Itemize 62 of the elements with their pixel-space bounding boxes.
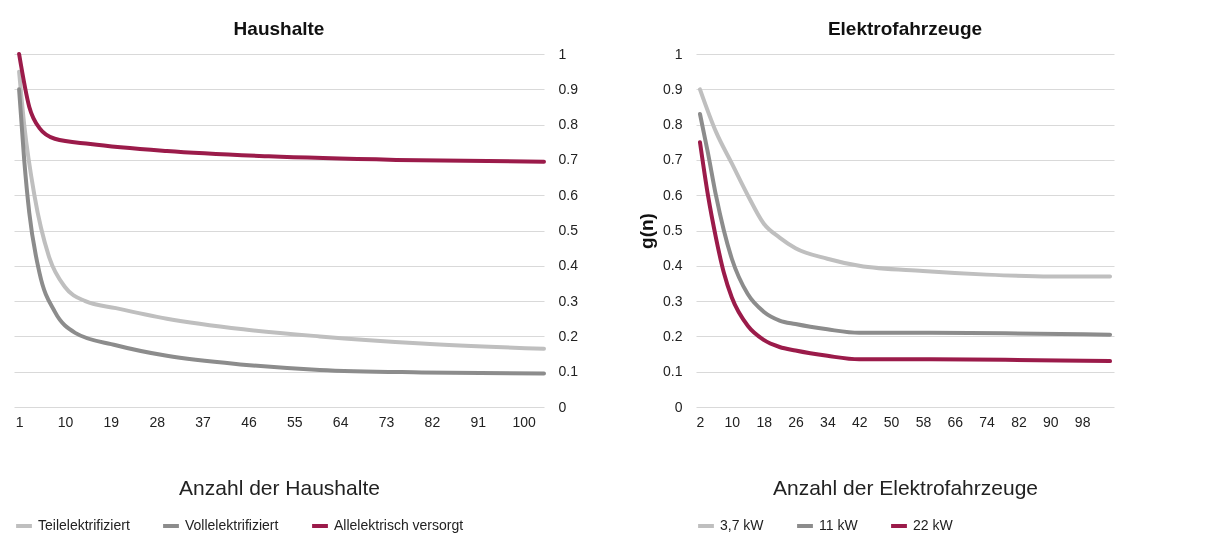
y-tick-label: 0.1	[558, 363, 579, 380]
x-tick-label: 55	[287, 413, 303, 430]
y-tick-label: 0.3	[558, 292, 579, 309]
y-tick-label: 0.8	[663, 116, 683, 133]
y-tick-label: 0.2	[663, 327, 683, 344]
y-tick-label: 0.7	[558, 151, 579, 168]
y-tick-label: 0.9	[663, 80, 683, 97]
x-tick-label: 82	[1011, 413, 1027, 430]
line-series	[697, 140, 1113, 364]
x-tick-label: 82	[424, 413, 441, 430]
x-tick-label: 73	[378, 413, 395, 430]
x-tick-label: 74	[979, 413, 996, 430]
x-tick-label: 37	[195, 413, 212, 430]
x-tick-label: 26	[788, 413, 805, 430]
y-tick-label: 0.6	[558, 186, 579, 203]
x-tick-label: 2	[696, 413, 705, 430]
x-tick-label: 34	[820, 413, 836, 430]
x-tick-label: 91	[470, 413, 487, 430]
x-tick-label: 46	[241, 413, 257, 430]
y-tick-label: 0	[558, 398, 567, 415]
y-tick-label: 0.5	[663, 222, 683, 238]
y-tick-label: 1	[674, 45, 683, 62]
x-tick-label: 50	[883, 413, 900, 430]
x-tick-label: 90	[1043, 413, 1059, 430]
x-axis-title: Anzahl der Elektrofahrzeuge	[773, 475, 1038, 499]
y-tick-label: 0	[674, 398, 683, 415]
y-tick-label: 0.2	[558, 327, 579, 344]
y-tick-label: 0.5	[558, 222, 579, 238]
legend-label: Allelektrisch versorgt	[334, 517, 464, 533]
legend-label: 3,7 kW	[720, 517, 765, 533]
chart-title: Elektrofahrzeuge	[827, 18, 983, 39]
legend-label: 22 kW	[913, 517, 954, 533]
chart-title: Haushalte	[233, 18, 325, 39]
x-tick-label: 19	[103, 413, 120, 430]
x-tick-label: 58	[915, 413, 932, 430]
y-tick-label: 0.4	[558, 257, 579, 274]
y-tick-label: 0.3	[663, 292, 683, 309]
x-tick-label: 28	[149, 413, 166, 430]
x-tick-label: 42	[851, 413, 868, 430]
x-tick-label: 10	[57, 413, 74, 430]
legend-label: Teilelektrifiziert	[38, 517, 130, 533]
y-tick-label: 0.9	[558, 80, 579, 97]
y-tick-label: 0.8	[558, 116, 579, 133]
y-tick-label: 0.6	[663, 186, 683, 203]
legend-label: Vollelektrifiziert	[185, 517, 279, 533]
y-tick-label: 1	[558, 45, 567, 62]
x-tick-label: 64	[332, 413, 349, 430]
y-axis-title: g(n)	[636, 213, 658, 249]
x-tick-label: 66	[947, 413, 964, 430]
x-tick-label: 100	[512, 413, 537, 430]
x-tick-label: 10	[724, 413, 741, 430]
x-axis-title: Anzahl der Haushalte	[179, 475, 380, 499]
y-tick-label: 0.1	[663, 363, 683, 380]
x-tick-label: 1	[15, 413, 24, 430]
y-tick-label: 0.4	[663, 257, 683, 274]
line-series	[17, 52, 546, 164]
line-series	[697, 87, 1113, 279]
line-series	[697, 112, 1113, 337]
x-tick-label: 18	[756, 413, 773, 430]
y-tick-label: 0.7	[663, 151, 683, 168]
x-tick-label: 98	[1074, 413, 1091, 430]
legend-label: 11 kW	[819, 517, 859, 533]
